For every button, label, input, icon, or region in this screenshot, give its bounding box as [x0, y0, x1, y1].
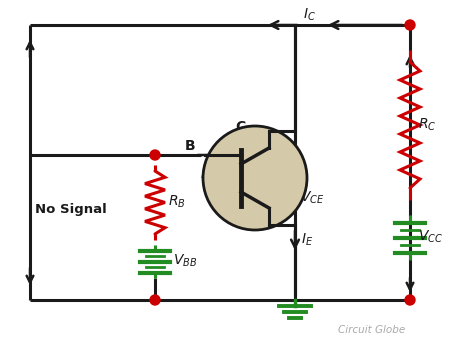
Text: B: B [185, 139, 196, 153]
Text: Circuit Globe: Circuit Globe [338, 325, 405, 335]
Text: $V_{CE}$: $V_{CE}$ [300, 190, 324, 206]
Text: $R_B$: $R_B$ [168, 194, 186, 210]
Text: No Signal: No Signal [35, 203, 107, 216]
Circle shape [203, 126, 307, 230]
Text: C: C [235, 120, 245, 134]
Circle shape [405, 295, 415, 305]
Circle shape [150, 295, 160, 305]
Text: $R_C$: $R_C$ [418, 117, 437, 133]
Text: $I_E$: $I_E$ [301, 232, 313, 248]
Text: $V_{CC}$: $V_{CC}$ [418, 229, 443, 245]
Text: $I_B$: $I_B$ [200, 167, 212, 183]
Text: $I_C$: $I_C$ [303, 6, 316, 23]
Circle shape [150, 150, 160, 160]
Circle shape [405, 20, 415, 30]
Text: $V_{BB}$: $V_{BB}$ [173, 253, 197, 269]
